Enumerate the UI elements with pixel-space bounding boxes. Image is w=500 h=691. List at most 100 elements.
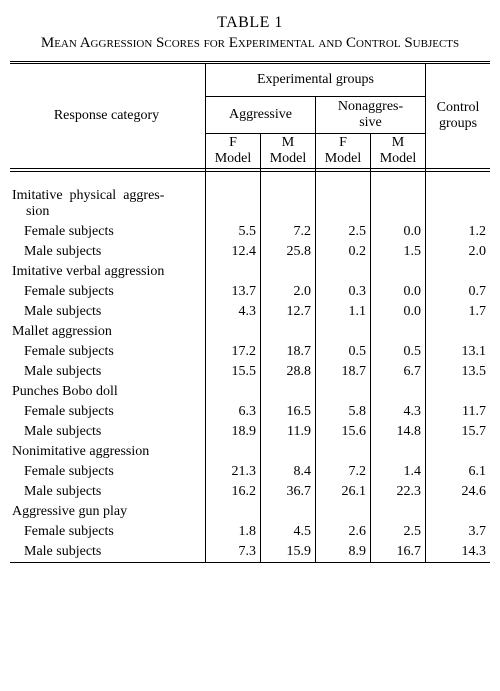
value-cell: 1.2 <box>426 222 491 242</box>
value-cell: 6.1 <box>426 462 491 482</box>
data-table: Response category Experimental groups Co… <box>10 61 490 563</box>
value-cell: 2.5 <box>316 222 371 242</box>
table-row: Female subjects13.72.00.30.00.7 <box>10 282 490 302</box>
table-row: Mallet aggression <box>10 322 490 342</box>
value-cell: 14.3 <box>426 542 491 563</box>
value-cell: 1.8 <box>206 522 261 542</box>
value-cell: 15.7 <box>426 422 491 442</box>
subject-label: Female subjects <box>10 282 206 302</box>
value-cell: 0.5 <box>316 342 371 362</box>
subject-label: Female subjects <box>10 522 206 542</box>
table-row: Male subjects15.528.818.76.713.5 <box>10 362 490 382</box>
value-cell: 18.7 <box>316 362 371 382</box>
value-cell: 2.5 <box>371 522 426 542</box>
value-cell: 2.6 <box>316 522 371 542</box>
value-cell: 13.1 <box>426 342 491 362</box>
table-row: Male subjects7.315.98.916.714.3 <box>10 542 490 563</box>
value-cell: 0.2 <box>316 242 371 262</box>
value-cell: 1.7 <box>426 302 491 322</box>
value-cell: 0.5 <box>371 342 426 362</box>
table-row: Male subjects4.312.71.10.01.7 <box>10 302 490 322</box>
header-experimental: Experimental groups <box>206 62 426 96</box>
table-row: Female subjects1.84.52.62.53.7 <box>10 522 490 542</box>
value-cell: 36.7 <box>261 482 316 502</box>
value-cell: 16.5 <box>261 402 316 422</box>
value-cell: 22.3 <box>371 482 426 502</box>
value-cell: 1.1 <box>316 302 371 322</box>
table-row: Aggressive gun play <box>10 502 490 522</box>
category-label: Punches Bobo doll <box>10 382 206 402</box>
table-row: Male subjects12.425.80.21.52.0 <box>10 242 490 262</box>
value-cell: 4.5 <box>261 522 316 542</box>
subject-label: Male subjects <box>10 362 206 382</box>
table-row: Imitative verbal aggression <box>10 262 490 282</box>
value-cell: 0.7 <box>426 282 491 302</box>
value-cell: 21.3 <box>206 462 261 482</box>
value-cell: 8.9 <box>316 542 371 563</box>
value-cell: 15.9 <box>261 542 316 563</box>
value-cell: 16.7 <box>371 542 426 563</box>
value-cell: 14.8 <box>371 422 426 442</box>
subject-label: Female subjects <box>10 222 206 242</box>
value-cell: 11.9 <box>261 422 316 442</box>
value-cell: 7.2 <box>261 222 316 242</box>
value-cell: 25.8 <box>261 242 316 262</box>
subject-label: Female subjects <box>10 402 206 422</box>
header-response: Response category <box>10 62 206 168</box>
header-f-model-1: F Model <box>206 133 261 168</box>
subject-label: Male subjects <box>10 482 206 502</box>
value-cell: 15.5 <box>206 362 261 382</box>
value-cell: 8.4 <box>261 462 316 482</box>
header-m-model-1: M Model <box>261 133 316 168</box>
value-cell: 3.7 <box>426 522 491 542</box>
header-m-model-2: M Model <box>371 133 426 168</box>
value-cell: 15.6 <box>316 422 371 442</box>
value-cell: 28.8 <box>261 362 316 382</box>
subject-label: Male subjects <box>10 242 206 262</box>
value-cell: 12.4 <box>206 242 261 262</box>
value-cell: 11.7 <box>426 402 491 422</box>
header-f-model-2: F Model <box>316 133 371 168</box>
category-label: Imitative physical aggres- sion <box>10 186 206 222</box>
table-row: Punches Bobo doll <box>10 382 490 402</box>
table-row: Female subjects5.57.22.50.01.2 <box>10 222 490 242</box>
value-cell: 0.3 <box>316 282 371 302</box>
subject-label: Male subjects <box>10 422 206 442</box>
value-cell: 18.9 <box>206 422 261 442</box>
value-cell: 18.7 <box>261 342 316 362</box>
table-row: Female subjects21.38.47.21.46.1 <box>10 462 490 482</box>
subject-label: Female subjects <box>10 462 206 482</box>
value-cell: 2.0 <box>426 242 491 262</box>
value-cell: 26.1 <box>316 482 371 502</box>
table-row: Female subjects17.218.70.50.513.1 <box>10 342 490 362</box>
table-row: Imitative physical aggres- sion <box>10 186 490 222</box>
header-nonaggressive: Nonaggres- sive <box>316 96 426 133</box>
category-label: Aggressive gun play <box>10 502 206 522</box>
category-label: Imitative verbal aggression <box>10 262 206 282</box>
subject-label: Male subjects <box>10 542 206 563</box>
value-cell: 4.3 <box>371 402 426 422</box>
value-cell: 7.2 <box>316 462 371 482</box>
table-caption: Mean Aggression Scores for Experimental … <box>10 34 490 53</box>
value-cell: 1.4 <box>371 462 426 482</box>
value-cell: 6.3 <box>206 402 261 422</box>
table-row: Female subjects6.316.55.84.311.7 <box>10 402 490 422</box>
value-cell: 2.0 <box>261 282 316 302</box>
header-control: Control groups <box>426 62 491 168</box>
category-label: Nonimitative aggression <box>10 442 206 462</box>
table-row: Male subjects16.236.726.122.324.6 <box>10 482 490 502</box>
category-label: Mallet aggression <box>10 322 206 342</box>
header-aggressive: Aggressive <box>206 96 316 133</box>
subject-label: Male subjects <box>10 302 206 322</box>
value-cell: 12.7 <box>261 302 316 322</box>
value-cell: 17.2 <box>206 342 261 362</box>
value-cell: 16.2 <box>206 482 261 502</box>
table-number: TABLE 1 <box>10 14 490 32</box>
value-cell: 7.3 <box>206 542 261 563</box>
table-row: Nonimitative aggression <box>10 442 490 462</box>
subject-label: Female subjects <box>10 342 206 362</box>
value-cell: 0.0 <box>371 222 426 242</box>
value-cell: 0.0 <box>371 282 426 302</box>
value-cell: 1.5 <box>371 242 426 262</box>
value-cell: 0.0 <box>371 302 426 322</box>
